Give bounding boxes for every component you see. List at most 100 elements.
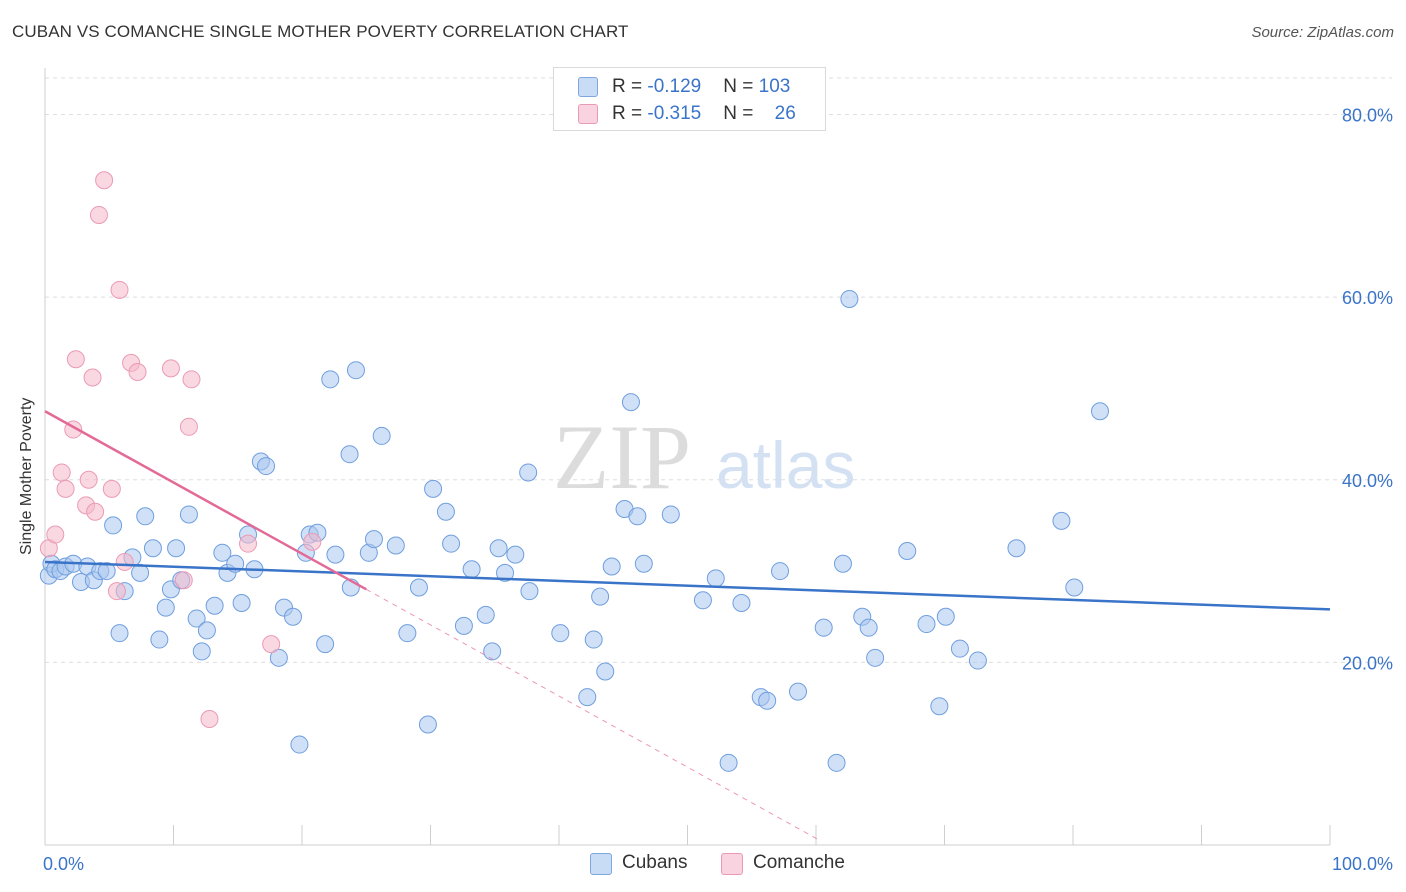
data-point-cubans xyxy=(551,624,570,643)
data-point-comanche xyxy=(95,171,114,190)
legend-swatch-cubans xyxy=(578,77,598,97)
data-point-cubans xyxy=(520,582,539,601)
watermark: ZIP atlas xyxy=(553,406,855,508)
y-tick-label: 40.0% xyxy=(1342,471,1393,491)
data-point-cubans xyxy=(496,563,515,582)
data-point-cubans xyxy=(167,539,186,558)
data-point-cubans xyxy=(290,735,309,754)
data-point-cubans xyxy=(827,753,846,772)
y-axis-title-holder: Single Mother Poverty xyxy=(14,398,35,555)
data-point-comanche xyxy=(262,635,281,654)
data-point-cubans xyxy=(284,607,303,626)
data-point-comanche xyxy=(102,479,121,498)
data-point-cubans xyxy=(578,688,597,707)
data-point-cubans xyxy=(950,639,969,658)
data-point-cubans xyxy=(150,630,169,649)
data-point-cubans xyxy=(346,361,365,380)
data-point-comanche xyxy=(128,363,147,382)
data-point-cubans xyxy=(833,554,852,573)
data-point-cubans xyxy=(424,479,443,498)
data-point-cubans xyxy=(621,393,640,412)
legend-swatch-comanche xyxy=(578,104,598,124)
watermark-atlas: atlas xyxy=(716,428,855,502)
points-layer xyxy=(39,171,1109,772)
data-point-cubans xyxy=(364,530,383,549)
trend-layer xyxy=(44,410,1331,841)
data-point-cubans xyxy=(661,505,680,524)
data-point-cubans xyxy=(634,554,653,573)
data-point-cubans xyxy=(316,635,335,654)
data-point-comanche xyxy=(200,709,219,728)
data-point-comanche xyxy=(182,370,201,389)
data-point-cubans xyxy=(110,624,129,643)
legend-stats-cubans: R = -0.129 N = 103 xyxy=(612,76,790,98)
tick-label-layer: 20.0% 40.0% 60.0% 80.0% 0.0% 100.0% xyxy=(43,106,1393,874)
y-axis-title: Single Mother Poverty xyxy=(18,397,35,555)
data-point-cubans xyxy=(706,569,725,588)
data-point-comanche xyxy=(110,280,129,299)
data-point-cubans xyxy=(326,545,345,564)
data-point-comanche xyxy=(52,463,71,482)
data-point-cubans xyxy=(398,624,417,643)
data-point-cubans xyxy=(418,715,437,734)
n-value: 103 xyxy=(758,76,791,97)
data-point-comanche xyxy=(46,525,65,544)
n-label: N = xyxy=(723,76,759,97)
data-point-cubans xyxy=(321,370,340,389)
data-point-cubans xyxy=(489,539,508,558)
trend-line-comanche xyxy=(44,410,367,591)
r-value: -0.315 xyxy=(647,103,702,124)
data-point-cubans xyxy=(462,560,481,579)
data-point-cubans xyxy=(1007,539,1026,558)
data-point-cubans xyxy=(442,534,461,553)
data-point-cubans xyxy=(136,507,155,526)
data-point-cubans xyxy=(192,642,211,661)
data-point-cubans xyxy=(591,587,610,606)
data-point-cubans xyxy=(454,616,473,635)
r-value: -0.129 xyxy=(647,76,702,97)
legend-stats-comanche: R = -0.315 N = 26 xyxy=(612,103,796,125)
data-point-comanche xyxy=(239,534,258,553)
data-point-cubans xyxy=(386,536,405,555)
data-point-comanche xyxy=(89,205,108,224)
y-tick-label: 20.0% xyxy=(1342,653,1393,673)
data-point-comanche xyxy=(115,552,134,571)
y-tick-label: 60.0% xyxy=(1342,288,1393,308)
n-value: 26 xyxy=(774,103,796,124)
data-point-cubans xyxy=(506,545,525,564)
data-point-comanche xyxy=(83,368,102,387)
trend-extension-comanche xyxy=(366,588,821,841)
stats-legend: R = -0.129 N = 103 R = -0.315 N = 26 xyxy=(553,67,826,131)
data-point-cubans xyxy=(936,607,955,626)
data-point-cubans xyxy=(483,642,502,661)
data-point-cubans xyxy=(197,621,216,640)
data-point-cubans xyxy=(859,618,878,637)
data-point-cubans xyxy=(179,505,198,524)
watermark-zip: ZIP xyxy=(553,406,691,508)
x-tick-label: 100.0% xyxy=(1332,854,1393,874)
data-point-cubans xyxy=(719,753,738,772)
data-point-cubans xyxy=(840,289,859,308)
trend-line-cubans xyxy=(44,560,1331,611)
bottom-legend-swatch-cubans xyxy=(590,853,612,875)
data-point-cubans xyxy=(205,596,224,615)
data-point-cubans xyxy=(596,662,615,681)
data-point-comanche xyxy=(174,571,193,590)
data-point-comanche xyxy=(86,502,105,521)
r-label: R = xyxy=(612,103,648,124)
bottom-legend-swatch-comanche xyxy=(721,853,743,875)
data-point-cubans xyxy=(628,507,647,526)
data-point-cubans xyxy=(213,543,232,562)
data-point-cubans xyxy=(732,594,751,613)
data-point-comanche xyxy=(79,470,98,489)
data-point-cubans xyxy=(340,445,359,464)
data-point-cubans xyxy=(104,516,123,535)
data-point-cubans xyxy=(143,539,162,558)
data-point-cubans xyxy=(187,609,206,628)
data-point-cubans xyxy=(436,502,455,521)
data-point-cubans xyxy=(257,457,276,476)
data-point-comanche xyxy=(107,582,126,601)
y-tick-label: 80.0% xyxy=(1342,106,1393,126)
data-point-comanche xyxy=(161,359,180,378)
